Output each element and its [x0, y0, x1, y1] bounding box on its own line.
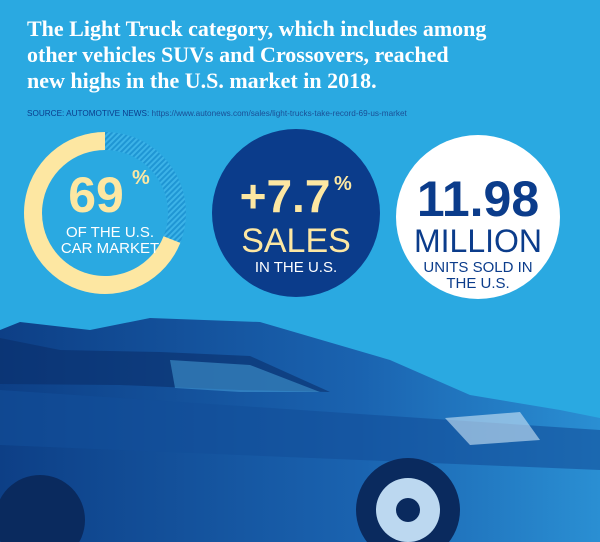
car-illustration — [0, 318, 600, 542]
stat-caption: CAR MARKET — [61, 240, 159, 257]
stat-caption: THE U.S. — [446, 275, 509, 292]
stat-value: 69 — [68, 167, 124, 223]
title-line: The Light Truck category, which includes… — [27, 16, 486, 41]
donut-arc — [24, 132, 181, 294]
stat-caption: UNITS SOLD IN — [423, 259, 532, 276]
stat-value: 11.98 — [417, 171, 539, 227]
source: SOURCE: AUTOMOTIVE NEWS: https://www.aut… — [27, 109, 408, 118]
stat-caption: IN THE U.S. — [255, 259, 337, 276]
stat-label: SALES — [241, 222, 351, 260]
stat-circle — [396, 135, 560, 299]
title-line: new highs in the U.S. market in 2018. — [27, 68, 377, 93]
source-url: https://www.autonews.com/sales/light-tru… — [152, 109, 408, 118]
stat-caption: OF THE U.S. — [66, 224, 154, 241]
title-line: other vehicles SUVs and Crossovers, reac… — [27, 42, 449, 67]
stat-circle — [212, 129, 380, 297]
stat-label: MILLION — [414, 223, 542, 259]
stat-value: +7.7 — [240, 170, 331, 222]
source-label: SOURCE: AUTOMOTIVE NEWS: — [27, 109, 149, 118]
stat-unit: % — [132, 167, 150, 189]
stat-unit: % — [334, 173, 352, 195]
